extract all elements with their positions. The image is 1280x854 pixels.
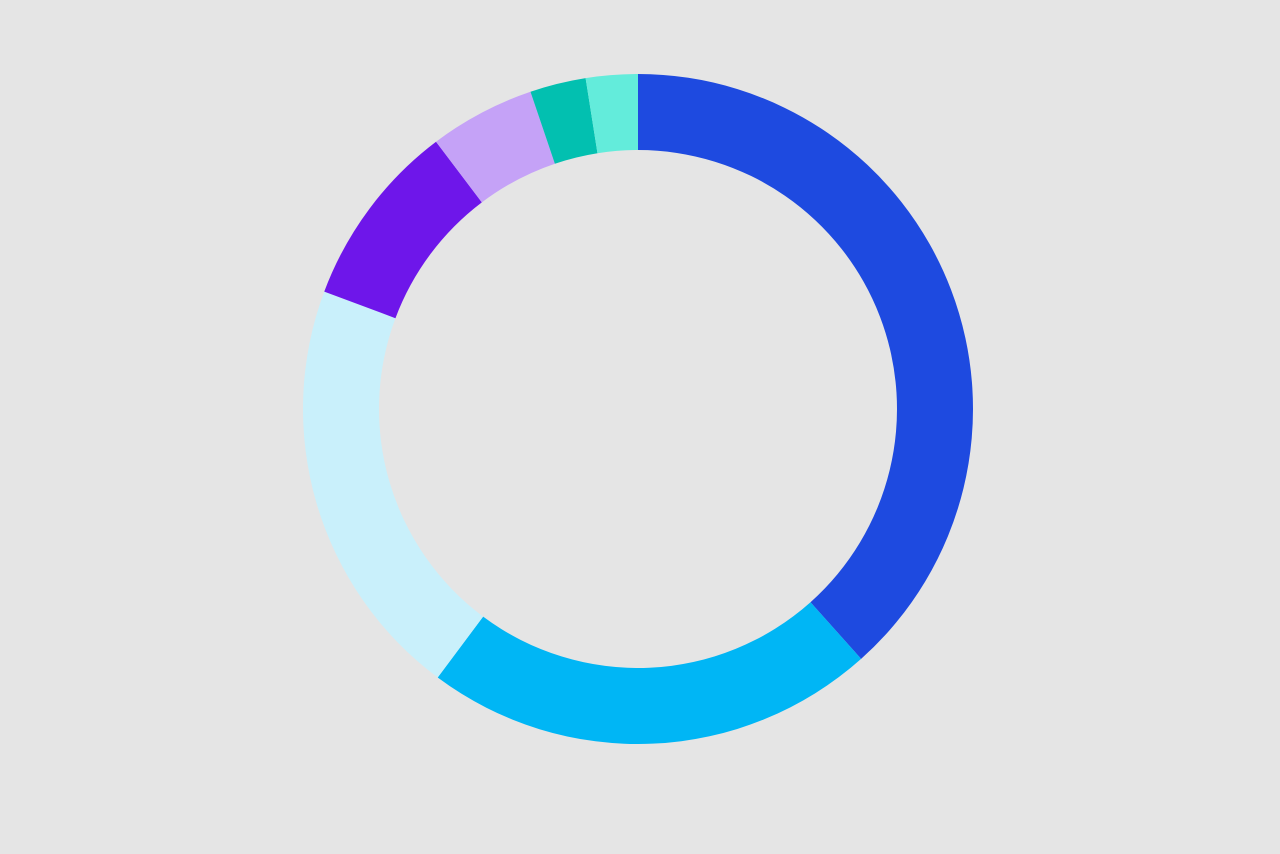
donut-segment	[436, 91, 555, 203]
donut-segment	[585, 74, 638, 154]
donut-segment	[303, 291, 484, 678]
donut-segment	[324, 141, 482, 319]
donut-segment	[530, 78, 598, 164]
donut-segment	[437, 602, 862, 744]
donut-segment	[638, 74, 973, 659]
